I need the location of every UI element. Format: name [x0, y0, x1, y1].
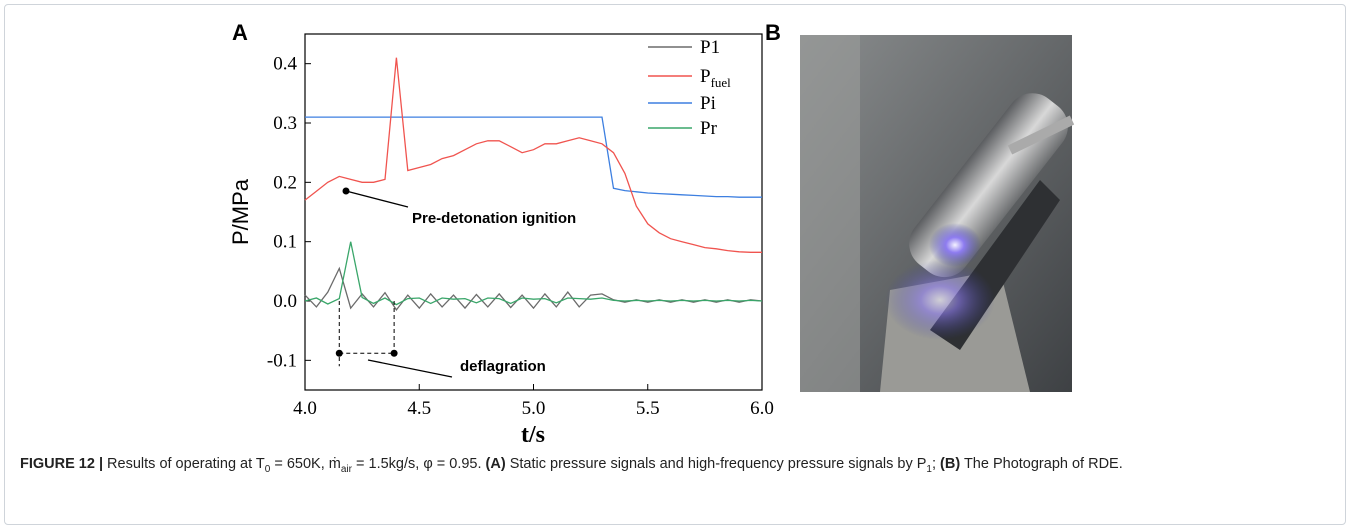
y-tick-label: 0.4 [273, 54, 297, 75]
annotation: deflagration [460, 358, 546, 375]
x-tick-label: 6.0 [750, 398, 774, 419]
legend-name: P1 [700, 37, 720, 58]
panel-label: B [765, 20, 781, 45]
caption: FIGURE 12 | Results of operating at T0 =… [20, 452, 1330, 482]
legend-label: Pr [700, 118, 718, 139]
caption-label: FIGURE 12 | [20, 456, 104, 472]
y-tick-label: 0.2 [273, 172, 297, 193]
figure-frame [4, 4, 1346, 525]
legend-label: Pi [700, 93, 716, 114]
caption-text: air [340, 463, 352, 475]
series-line [305, 116, 762, 198]
legend-subscript: fuel [711, 75, 732, 90]
caption-text: (A) [485, 456, 506, 472]
caption-text: Results of operating at T [103, 456, 265, 472]
series-line [304, 57, 762, 253]
annotation-leader [345, 190, 409, 208]
caption-text: The Photograph of RDE. [960, 456, 1123, 472]
caption-text: 1 [926, 463, 932, 475]
series-line [304, 241, 763, 306]
caption-text: = 650K, ṁ [270, 456, 341, 472]
caption-text: Static pressure signals and high-frequen… [505, 456, 927, 472]
legend-label: P1 [700, 37, 720, 58]
annotation-dot [335, 349, 343, 357]
legend-name: Pi [700, 93, 716, 114]
y-tick-label: 0.0 [273, 291, 297, 312]
annotation-leader [367, 359, 453, 378]
x-axis-label: t/s [521, 422, 545, 448]
caption-text: 0 [264, 463, 271, 475]
caption-text: ; [931, 456, 941, 472]
panel-label: A [232, 20, 248, 45]
y-tick-label: -0.1 [267, 350, 297, 371]
y-tick-label: 0.1 [273, 232, 297, 253]
y-axis-label: P/MPa [228, 178, 253, 245]
x-tick-label: 4.5 [407, 398, 431, 419]
x-tick-label: 5.0 [522, 398, 546, 419]
caption-text: = 1.5kg/s, φ = 0.95. [352, 456, 486, 472]
annotation: Pre-detonation ignition [412, 210, 576, 227]
legend-name: P [700, 66, 711, 87]
legend-name: Pr [700, 118, 718, 139]
caption-text: (B) [940, 456, 961, 472]
photo [800, 35, 1075, 392]
legend-label: Pfuel [700, 66, 731, 90]
x-tick-label: 5.5 [636, 398, 660, 419]
chart: A B P/MPa t/s -0.1 0.0 0.1 0.2 0.3 0.4 4.0 4.5 5… [228, 20, 1075, 448]
annotation-dot [390, 349, 398, 357]
x-tick-label: 4.0 [293, 398, 317, 419]
y-tick-label: 0.3 [273, 113, 297, 134]
